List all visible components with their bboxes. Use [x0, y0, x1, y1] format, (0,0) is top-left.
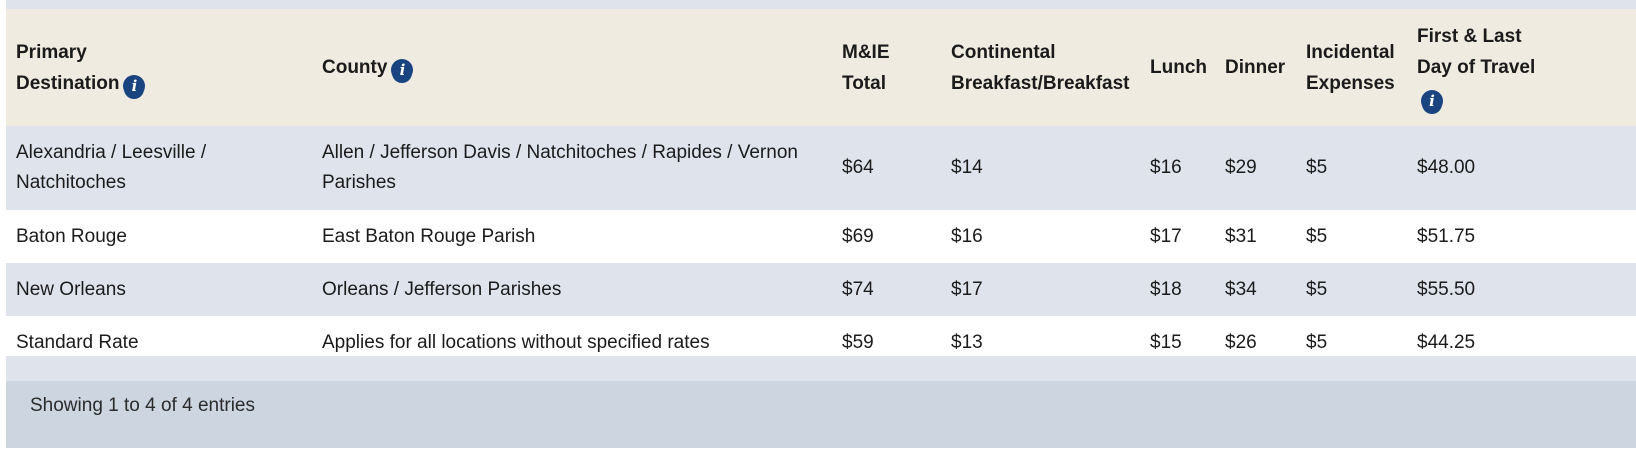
- per-diem-rates-table: Primary Destination i County i M&IE Total …: [6, 9, 1636, 369]
- header-mie-line2: Total: [842, 72, 886, 94]
- cell-incidental: $5: [1296, 210, 1407, 263]
- cell-first-last: $55.50: [1407, 263, 1636, 316]
- header-primary-destination-line2: Destination: [16, 72, 120, 94]
- header-breakfast-line1: Continental: [951, 41, 1056, 63]
- top-strip: [6, 0, 1636, 9]
- cell-first-last: $48.00: [1407, 126, 1636, 210]
- page-bottom: [6, 448, 1636, 471]
- cell-mie-total: $74: [832, 263, 941, 316]
- cell-lunch: $18: [1140, 263, 1215, 316]
- table-row: New Orleans Orleans / Jefferson Parishes…: [6, 263, 1636, 316]
- header-county-label: County: [322, 57, 388, 78]
- cell-incidental: $5: [1296, 263, 1407, 316]
- cell-breakfast: $16: [941, 210, 1140, 263]
- first-last-day-info-icon[interactable]: i: [1421, 90, 1443, 112]
- header-mie-total: M&IE Total: [832, 9, 941, 126]
- header-incidental-line1: Incidental: [1306, 41, 1395, 63]
- header-incidental-line2: Expenses: [1306, 72, 1395, 94]
- header-dinner: Dinner: [1215, 9, 1296, 126]
- cell-county: East Baton Rouge Parish: [312, 210, 832, 263]
- header-mie-line1: M&IE: [842, 41, 890, 63]
- header-breakfast-line2: Breakfast/Breakfast: [951, 72, 1130, 94]
- table-bottom-spacer: [6, 356, 1636, 381]
- cell-destination: New Orleans: [6, 263, 312, 316]
- table-row: Baton Rouge East Baton Rouge Parish $69 …: [6, 210, 1636, 263]
- destination-line1: Alexandria / Leesville /: [16, 142, 207, 163]
- table-row: Alexandria / Leesville / Natchitoches Al…: [6, 126, 1636, 210]
- entries-info: Showing 1 to 4 of 4 entries: [30, 395, 255, 416]
- cell-dinner: $34: [1215, 263, 1296, 316]
- cell-incidental: $5: [1296, 126, 1407, 210]
- cell-breakfast: $14: [941, 126, 1140, 210]
- cell-lunch: $16: [1140, 126, 1215, 210]
- cell-dinner: $31: [1215, 210, 1296, 263]
- county-line2: Parishes: [322, 172, 396, 193]
- cell-dinner: $29: [1215, 126, 1296, 210]
- cell-county: Orleans / Jefferson Parishes: [312, 263, 832, 316]
- cell-mie-total: $64: [832, 126, 941, 210]
- table-header: Primary Destination i County i M&IE Total …: [6, 9, 1636, 126]
- per-diem-rates-panel: Primary Destination i County i M&IE Total …: [6, 0, 1636, 471]
- header-lunch: Lunch: [1140, 9, 1215, 126]
- header-first-last-day: First & Last Day of Travel i: [1407, 9, 1636, 126]
- header-first-last-line2: Day of Travel: [1417, 57, 1536, 78]
- county-line1: Allen / Jefferson Davis / Natchitoches /…: [322, 142, 798, 163]
- destination-line2: Natchitoches: [16, 172, 126, 193]
- cell-destination: Alexandria / Leesville / Natchitoches: [6, 126, 312, 210]
- cell-mie-total: $69: [832, 210, 941, 263]
- cell-destination: Baton Rouge: [6, 210, 312, 263]
- header-primary-destination: Primary Destination i: [6, 9, 312, 126]
- cell-breakfast: $17: [941, 263, 1140, 316]
- cell-county: Allen / Jefferson Davis / Natchitoches /…: [312, 126, 832, 210]
- table-body: Alexandria / Leesville / Natchitoches Al…: [6, 126, 1636, 369]
- header-county: County i: [312, 9, 832, 126]
- header-primary-destination-line1: Primary: [16, 41, 87, 63]
- cell-lunch: $17: [1140, 210, 1215, 263]
- county-info-icon[interactable]: i: [391, 59, 414, 81]
- header-breakfast: Continental Breakfast/Breakfast: [941, 9, 1140, 126]
- header-incidental-expenses: Incidental Expenses: [1296, 9, 1407, 126]
- table-footer: Showing 1 to 4 of 4 entries: [6, 381, 1636, 448]
- cell-first-last: $51.75: [1407, 210, 1636, 263]
- header-first-last-line1: First & Last: [1417, 26, 1522, 47]
- primary-destination-info-icon[interactable]: i: [123, 74, 146, 97]
- header-row: Primary Destination i County i M&IE Total …: [6, 9, 1636, 126]
